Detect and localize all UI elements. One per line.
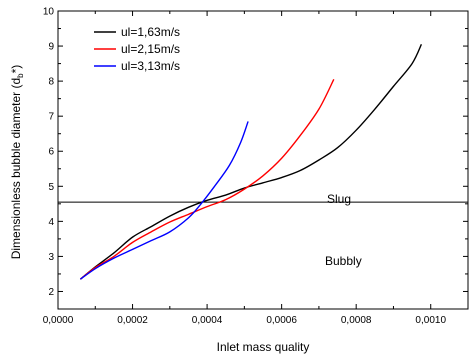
y-tick-label: 4 bbox=[48, 217, 54, 228]
series-line-ul-1-63m-s bbox=[79, 44, 423, 280]
y-axis-title-main: Dimensionless bubble diameter (d bbox=[9, 78, 23, 259]
x-tick-labels: 0,0000 0,0002 0,0004 0,0006 0,0008 0,0010 bbox=[43, 315, 447, 326]
y-axis-title-tail: *) bbox=[9, 65, 23, 74]
plot-area-frame bbox=[57, 10, 469, 310]
x-tick-label: 0,0002 bbox=[117, 315, 148, 326]
y-tick-label: 3 bbox=[48, 252, 54, 263]
y-tick-label: 10 bbox=[43, 7, 55, 18]
data-series bbox=[79, 44, 423, 280]
legend-label-ul-1-63m-s: ul=1,63m/s bbox=[121, 25, 180, 39]
y-tick-label: 8 bbox=[48, 77, 54, 88]
y-tick-labels: 2 3 4 5 6 7 8 9 10 bbox=[43, 7, 55, 298]
series-line-ul-3-13m-s bbox=[79, 121, 249, 280]
x-tick-label: 0,0010 bbox=[415, 315, 446, 326]
bubbly-region-label: Bubbly bbox=[325, 254, 362, 268]
x-tick-label: 0,0004 bbox=[192, 315, 223, 326]
series-line-ul-2-15m-s bbox=[79, 79, 335, 280]
axis-ticks bbox=[57, 10, 468, 309]
legend-label-ul-2-15m-s: ul=2,15m/s bbox=[121, 42, 180, 56]
x-axis-title: Inlet mass quality bbox=[217, 340, 310, 354]
y-tick-label: 7 bbox=[48, 112, 54, 123]
y-axis-title: Dimensionless bubble diameter (db*) bbox=[9, 65, 25, 260]
y-tick-label: 6 bbox=[48, 147, 54, 158]
y-tick-label: 9 bbox=[48, 42, 54, 53]
x-tick-label: 0,0006 bbox=[266, 315, 297, 326]
y-axis-title-subscript: b bbox=[16, 73, 25, 78]
x-tick-label: 0,0000 bbox=[43, 315, 74, 326]
x-tick-label: 0,0008 bbox=[341, 315, 372, 326]
y-tick-label: 5 bbox=[48, 182, 54, 193]
legend-label-ul-3-13m-s: ul=3,13m/s bbox=[121, 59, 180, 73]
y-tick-label: 2 bbox=[48, 287, 54, 298]
legend: ul=1,63m/s ul=2,15m/s ul=3,13m/s bbox=[94, 25, 180, 73]
slug-region-label: Slug bbox=[327, 192, 351, 206]
